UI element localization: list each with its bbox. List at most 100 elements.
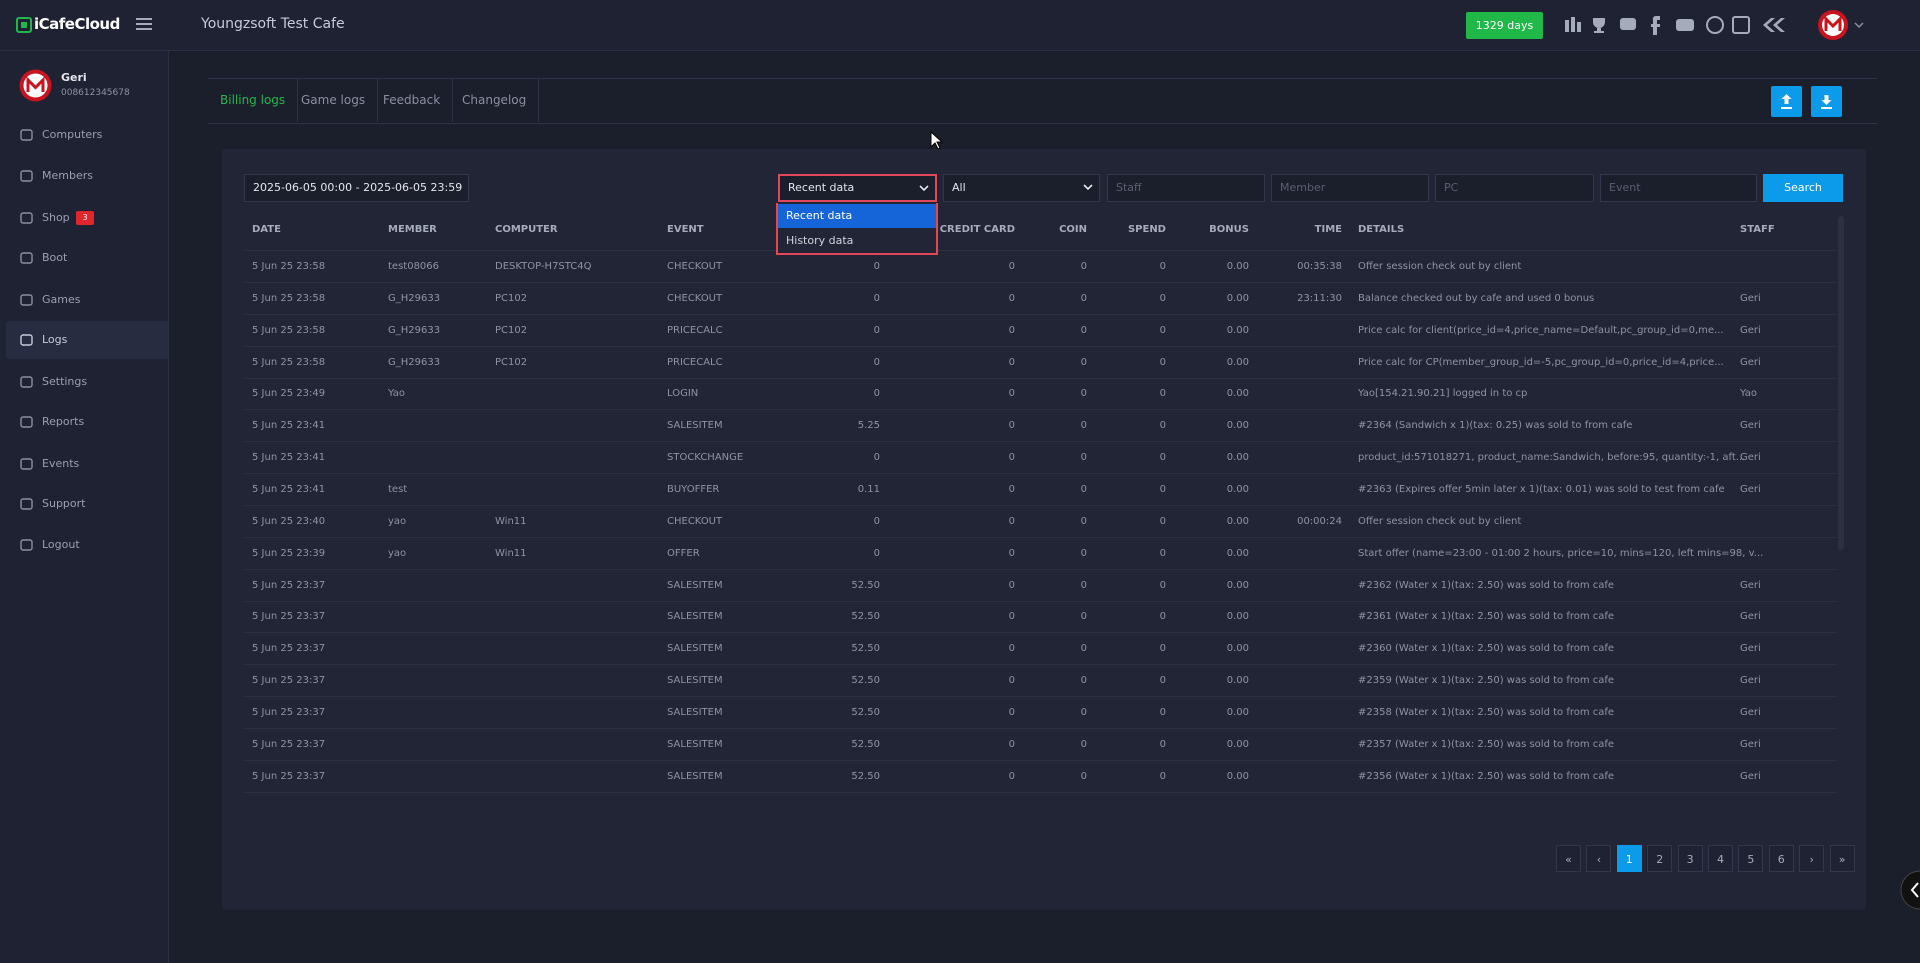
page-button[interactable]: 5: [1738, 845, 1763, 872]
menu-item[interactable]: Reports: [6, 403, 168, 441]
menu-item[interactable]: Shop3: [6, 199, 168, 237]
member-input[interactable]: Member: [1271, 174, 1429, 202]
menu-label: Reports: [42, 403, 84, 441]
dropdown-option[interactable]: Recent data: [778, 204, 936, 228]
side-toggle[interactable]: [1898, 870, 1920, 910]
tab[interactable]: Changelog: [450, 78, 539, 122]
table-cell: 52.50: [760, 707, 880, 718]
row-line: [245, 601, 1837, 602]
page-button[interactable]: »: [1830, 845, 1855, 872]
table-cell: 5.25: [760, 420, 880, 431]
table-cell: 0.00: [1129, 357, 1249, 368]
table-cell: 5 Jun 25 23:41: [252, 452, 325, 463]
search-button[interactable]: Search: [1763, 174, 1843, 202]
table-cell: G_H29633: [388, 293, 440, 304]
staff-input[interactable]: Staff: [1107, 174, 1265, 202]
row-line: [245, 760, 1837, 761]
sidebar: Geri 008612345678 ComputersMembersShop3B…: [0, 51, 169, 963]
row-line: [245, 664, 1837, 665]
select-value: Recent data: [788, 181, 854, 194]
event-input[interactable]: Event: [1600, 174, 1757, 202]
table-cell: 5 Jun 25 23:41: [252, 420, 325, 431]
tab[interactable]: Game logs: [289, 78, 378, 122]
data-source-select[interactable]: Recent data: [778, 174, 937, 202]
table-cell: CHECKOUT: [667, 293, 722, 304]
table-cell: 00:35:38: [1222, 261, 1342, 272]
menu-item[interactable]: Support: [6, 485, 168, 523]
menu-item[interactable]: Logs: [6, 321, 168, 359]
table-cell: Geri: [1740, 325, 1761, 336]
menu-toggle[interactable]: [136, 17, 152, 31]
page-button[interactable]: 1: [1617, 845, 1642, 872]
tab[interactable]: Billing logs: [208, 78, 298, 122]
table-cell: SALESITEM: [667, 643, 723, 654]
table-cell: 0.00: [1129, 420, 1249, 431]
table-cell: BUYOFFER: [667, 484, 719, 495]
table-cell: Price calc for CP(member_group_id=-5,pc_…: [1358, 357, 1724, 368]
table-cell: 5 Jun 25 23:37: [252, 580, 325, 591]
date-range[interactable]: 2025-06-05 00:00 - 2025-06-05 23:59: [244, 174, 469, 202]
menu-item[interactable]: Members: [6, 157, 168, 195]
column-header: MEMBER: [388, 224, 437, 235]
table-cell: Geri: [1740, 739, 1761, 750]
license-button[interactable]: 1329 days: [1466, 12, 1543, 39]
column-header: DATE: [252, 224, 281, 235]
social-icons[interactable]: [1563, 14, 1799, 36]
table-cell: 00:00:24: [1222, 516, 1342, 527]
cafe-title: Youngzsoft Test Cafe: [201, 16, 345, 32]
menu-icon: [20, 416, 33, 428]
menu-item[interactable]: Logout: [6, 526, 168, 564]
table-cell: 52.50: [760, 643, 880, 654]
menu-item[interactable]: Events: [6, 445, 168, 483]
table-cell: 5 Jun 25 23:58: [252, 357, 325, 368]
table-cell: Balance checked out by cafe and used 0 b…: [1358, 293, 1594, 304]
table-cell: 5 Jun 25 23:37: [252, 611, 325, 622]
pc-input[interactable]: PC: [1435, 174, 1594, 202]
table-cell: 0.00: [1129, 739, 1249, 750]
table-cell: SALESITEM: [667, 771, 723, 782]
event-type-select[interactable]: All: [943, 174, 1100, 202]
page-button[interactable]: 2: [1647, 845, 1672, 872]
page-button[interactable]: 6: [1769, 845, 1794, 872]
menu-item[interactable]: Boot: [6, 239, 168, 277]
row-line: [245, 409, 1837, 410]
table-cell: SALESITEM: [667, 420, 723, 431]
scrollbar: [1838, 216, 1844, 550]
table-cell: yao: [388, 516, 406, 527]
table-cell: Geri: [1740, 580, 1761, 591]
table-cell: Geri: [1740, 611, 1761, 622]
page-button[interactable]: ‹: [1586, 845, 1611, 872]
table-cell: SALESITEM: [667, 739, 723, 750]
page-button[interactable]: ›: [1799, 845, 1824, 872]
table-cell: 5 Jun 25 23:41: [252, 484, 325, 495]
menu-item[interactable]: Games: [6, 281, 168, 319]
table-cell: 0: [760, 325, 880, 336]
mouse-cursor: [930, 131, 944, 151]
table-cell: 5 Jun 25 23:58: [252, 325, 325, 336]
chevron: [919, 185, 929, 192]
profile-avatar[interactable]: [1817, 9, 1867, 41]
row-line: [245, 505, 1837, 506]
menu-item[interactable]: Settings: [6, 363, 168, 401]
logo[interactable]: iCafeCloud: [34, 15, 120, 33]
menu-label: Computers: [42, 116, 102, 154]
chevron: [1083, 184, 1093, 191]
table-cell: SALESITEM: [667, 707, 723, 718]
table-cell: 52.50: [760, 611, 880, 622]
column-header: TIME: [1222, 224, 1342, 235]
tab[interactable]: Feedback: [371, 78, 453, 122]
table-cell: CHECKOUT: [667, 516, 722, 527]
table-cell: 0.00: [1129, 580, 1249, 591]
page-button[interactable]: 4: [1708, 845, 1733, 872]
table-cell: 5 Jun 25 23:37: [252, 643, 325, 654]
dropdown-option[interactable]: History data: [778, 229, 936, 253]
table-cell: 0: [760, 357, 880, 368]
table-cell: G_H29633: [388, 325, 440, 336]
export-buttons[interactable]: [1771, 86, 1843, 117]
menu-icon: [20, 294, 33, 306]
page-button[interactable]: «: [1556, 845, 1581, 872]
page-button[interactable]: 3: [1678, 845, 1703, 872]
menu-item[interactable]: Computers: [6, 116, 168, 154]
table-cell: Price calc for client(price_id=4,price_n…: [1358, 325, 1724, 336]
menu-label: Events: [42, 445, 79, 483]
